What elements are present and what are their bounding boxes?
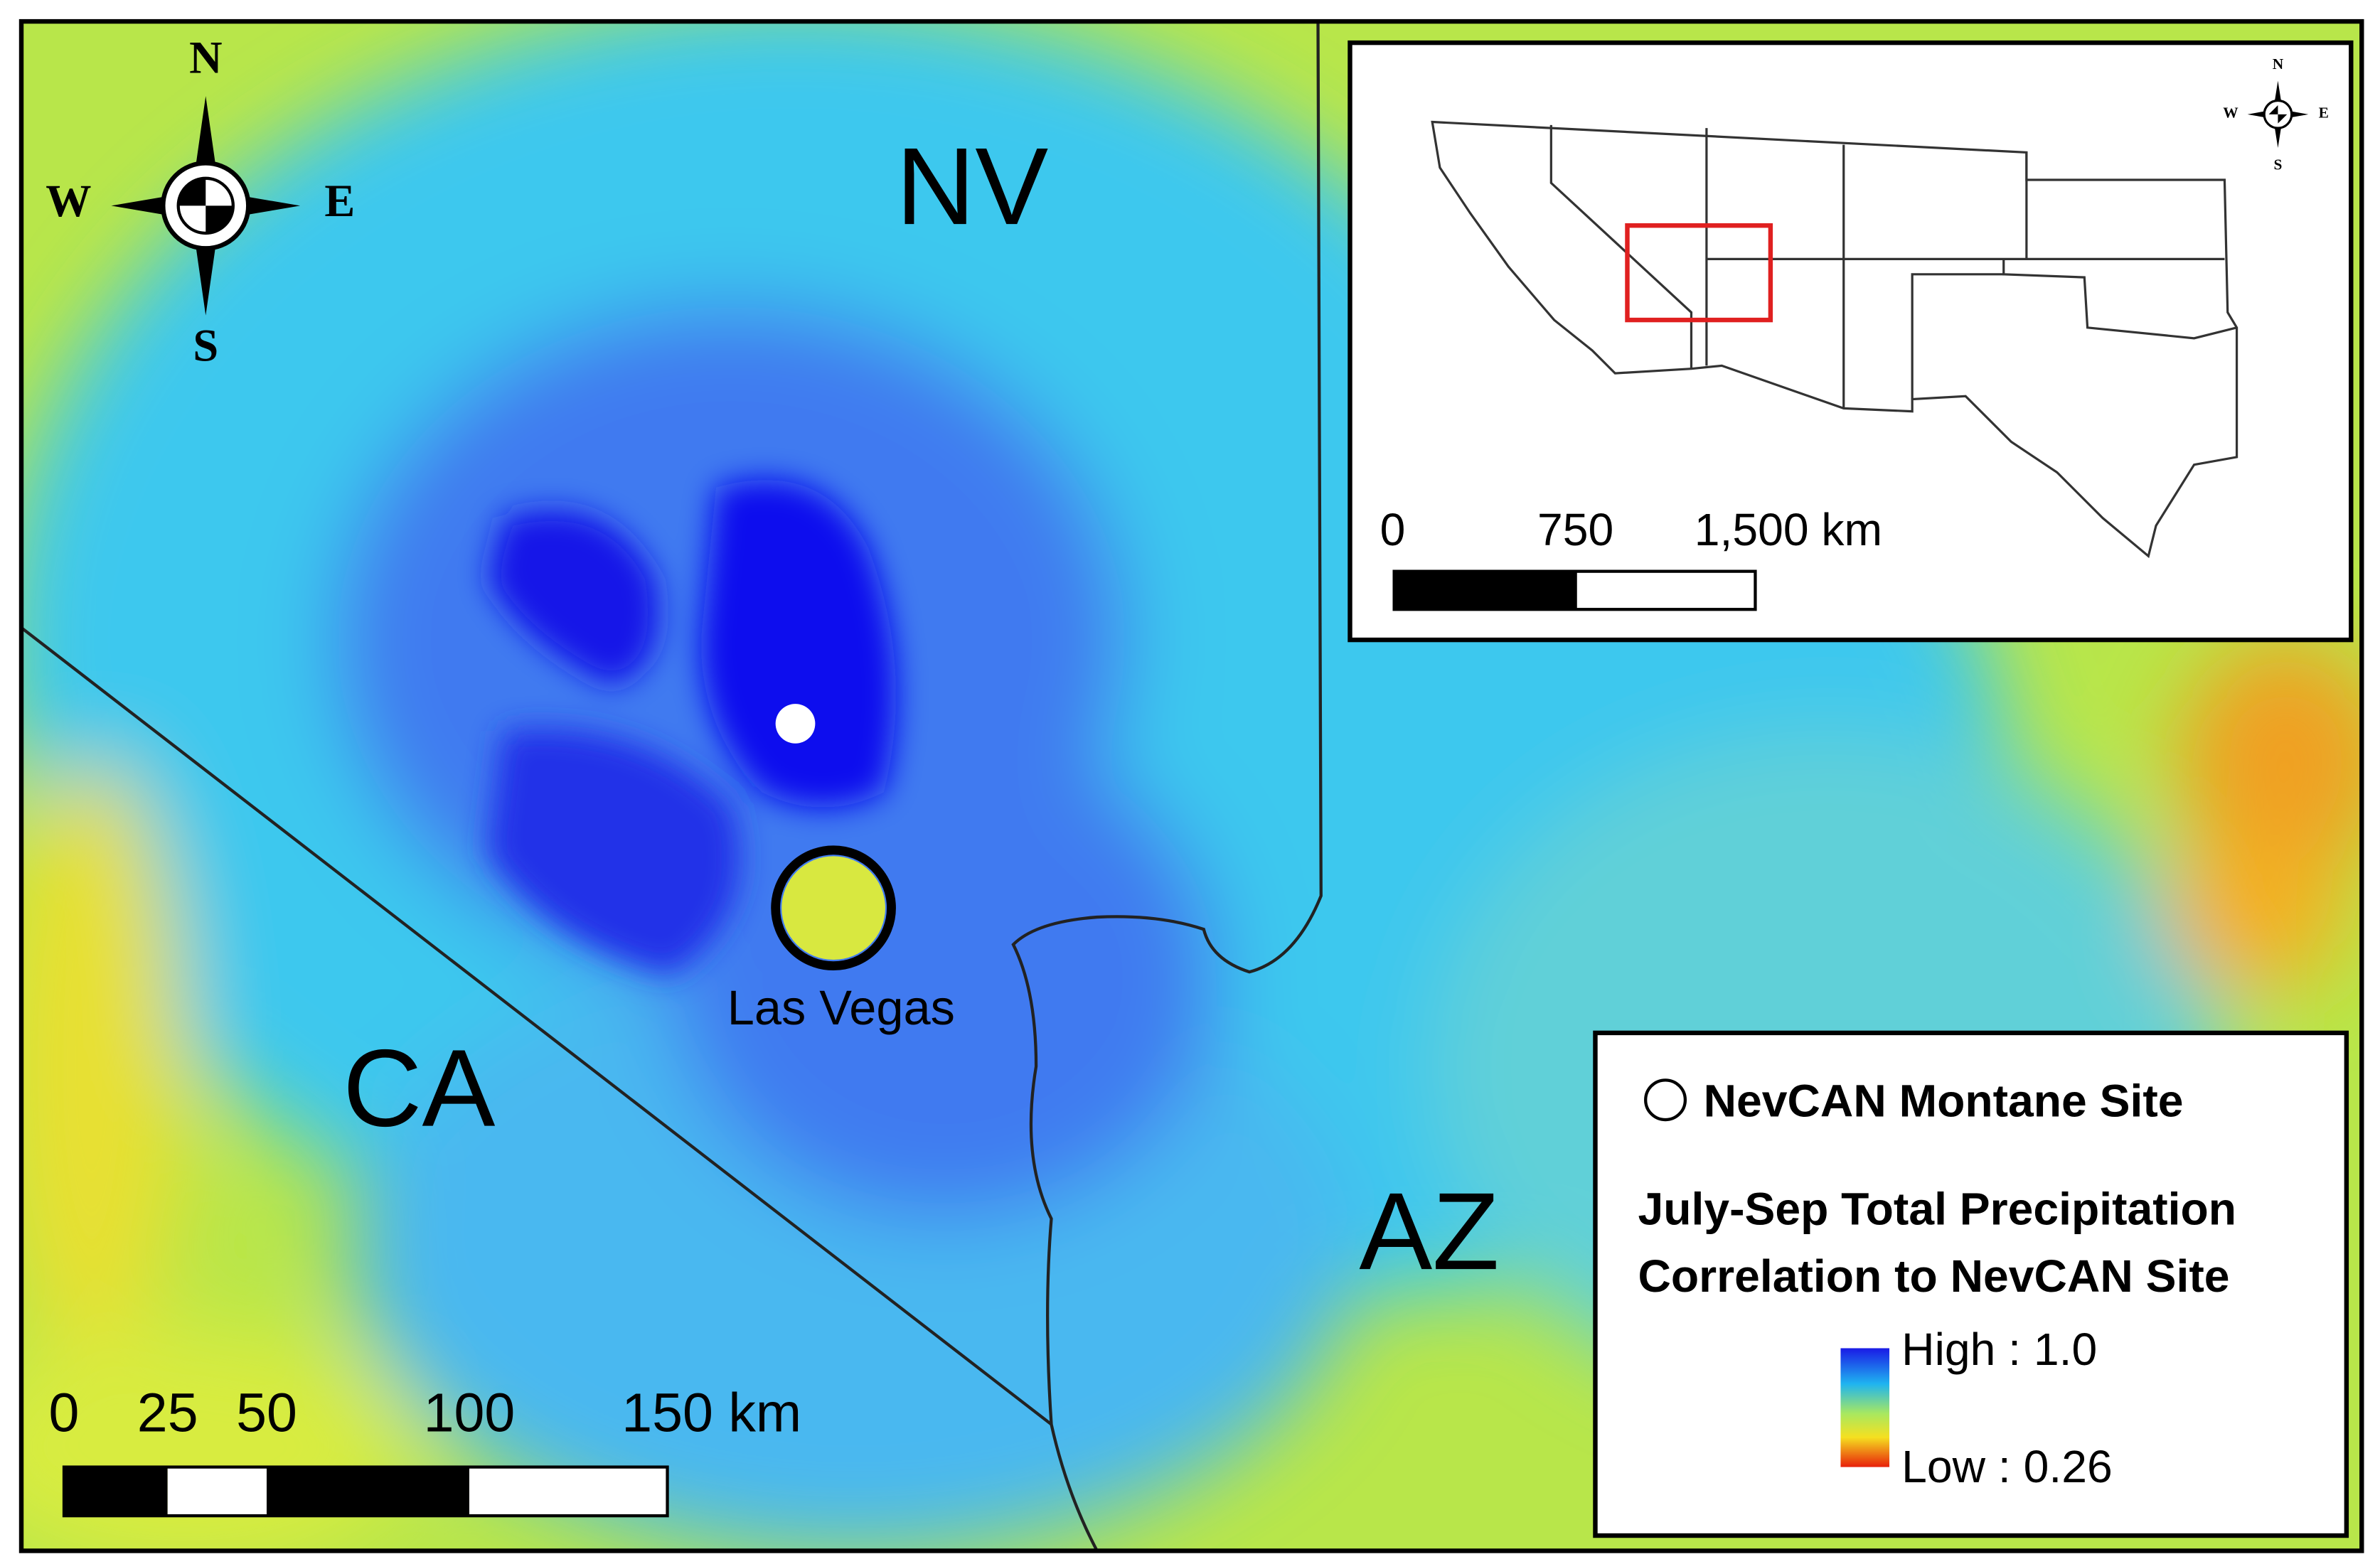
map-shape <box>21 761 183 1371</box>
map-shape <box>1549 124 1693 369</box>
site-marker <box>775 704 816 744</box>
inset-compass-s: S <box>2273 156 2282 173</box>
inset-compass-w: W <box>2223 105 2238 122</box>
inset-scale-label: 750 <box>1537 504 1613 555</box>
compass-n: N <box>189 33 222 83</box>
map-shape <box>1911 273 2004 400</box>
city-label: Las Vegas <box>727 980 955 1035</box>
map-shape <box>487 510 658 686</box>
map-shape <box>2268 105 2288 124</box>
map-shape <box>1011 21 1323 1552</box>
inset-scale-label: 1,500 km <box>1695 504 1882 555</box>
state-label: AZ <box>1359 1169 1499 1292</box>
scale-label: 50 <box>236 1382 297 1443</box>
frame <box>18 18 2364 1553</box>
city-marker <box>771 845 896 971</box>
legend-title: July-Sep Total Precipitation <box>1638 1184 2236 1235</box>
map-shape <box>178 178 233 233</box>
state-borders <box>20 21 1323 1552</box>
map-shape <box>487 480 896 975</box>
map-shape <box>167 1467 267 1516</box>
map-shape <box>63 1467 168 1516</box>
map-shape <box>1431 120 2238 559</box>
map-shape <box>1593 1030 2349 1538</box>
map-shape: N S W E <box>2223 55 2329 173</box>
scale-label: 0 <box>49 1382 80 1443</box>
map-shape <box>670 731 1220 1219</box>
map-shape <box>176 176 235 235</box>
compass-s: S <box>193 321 218 371</box>
inset-scale-label: 0 <box>1380 504 1406 555</box>
compass-e: E <box>324 176 355 226</box>
map-shape <box>487 729 740 975</box>
map-shape <box>1625 223 1773 323</box>
state-label: CA <box>343 1027 495 1150</box>
map-shape <box>1431 120 2238 559</box>
scale-label: 150 km <box>621 1382 801 1443</box>
map-shape <box>2163 837 2347 990</box>
compass: N S W E <box>46 33 355 371</box>
scale-bar: 0 25 50 100 150 km <box>49 1382 801 1518</box>
map-shape <box>700 480 896 808</box>
state-label: NV <box>896 124 1048 247</box>
map-shape <box>1394 571 1577 610</box>
compass-w: W <box>46 176 91 226</box>
map-shape <box>20 626 1052 1426</box>
map-shape <box>62 1465 669 1518</box>
scale-label: 100 <box>424 1382 516 1443</box>
map-shape <box>1392 569 1757 611</box>
legend-site: NevCAN Montane Site <box>1704 1076 2184 1127</box>
map-shape <box>1644 1078 1687 1122</box>
map-shape <box>266 1467 469 1516</box>
legend-low: Low : 0.26 <box>1901 1441 2113 1492</box>
inset-compass-n: N <box>2273 55 2284 73</box>
inset-compass-e: E <box>2319 105 2329 122</box>
legend-title: Correlation to NevCAN Site <box>1638 1250 2229 1302</box>
map-shape <box>469 1467 668 1516</box>
map-shape <box>2002 259 2237 340</box>
inset-map: N S W E 0 750 1,500 km <box>1348 40 2354 643</box>
legend-high: High : 1.0 <box>1901 1324 2097 1375</box>
legend: NevCAN Montane Site July-Sep Total Preci… <box>1593 1030 2349 1538</box>
color-ramp <box>1840 1348 1890 1467</box>
map-shape <box>2179 640 2362 884</box>
map-shape <box>781 856 885 960</box>
scale-label: 25 <box>137 1382 198 1443</box>
